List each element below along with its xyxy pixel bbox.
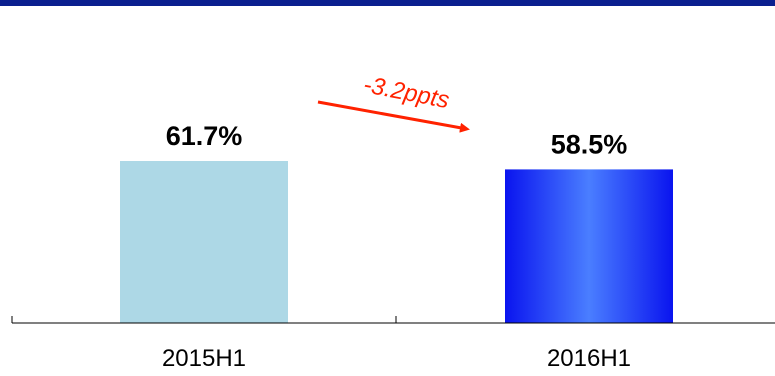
change-arrow (317, 100, 470, 133)
header-band (0, 0, 775, 6)
x-tick-label: 2015H1 (162, 345, 246, 372)
change-label: -3.2ppts (361, 71, 451, 114)
bar-value-label: 58.5% (551, 129, 628, 159)
bar-2016H1 (505, 169, 673, 323)
x-tick-label: 2016H1 (547, 345, 631, 372)
bar-2015H1 (120, 161, 288, 323)
bar-value-label: 61.7% (166, 121, 243, 151)
